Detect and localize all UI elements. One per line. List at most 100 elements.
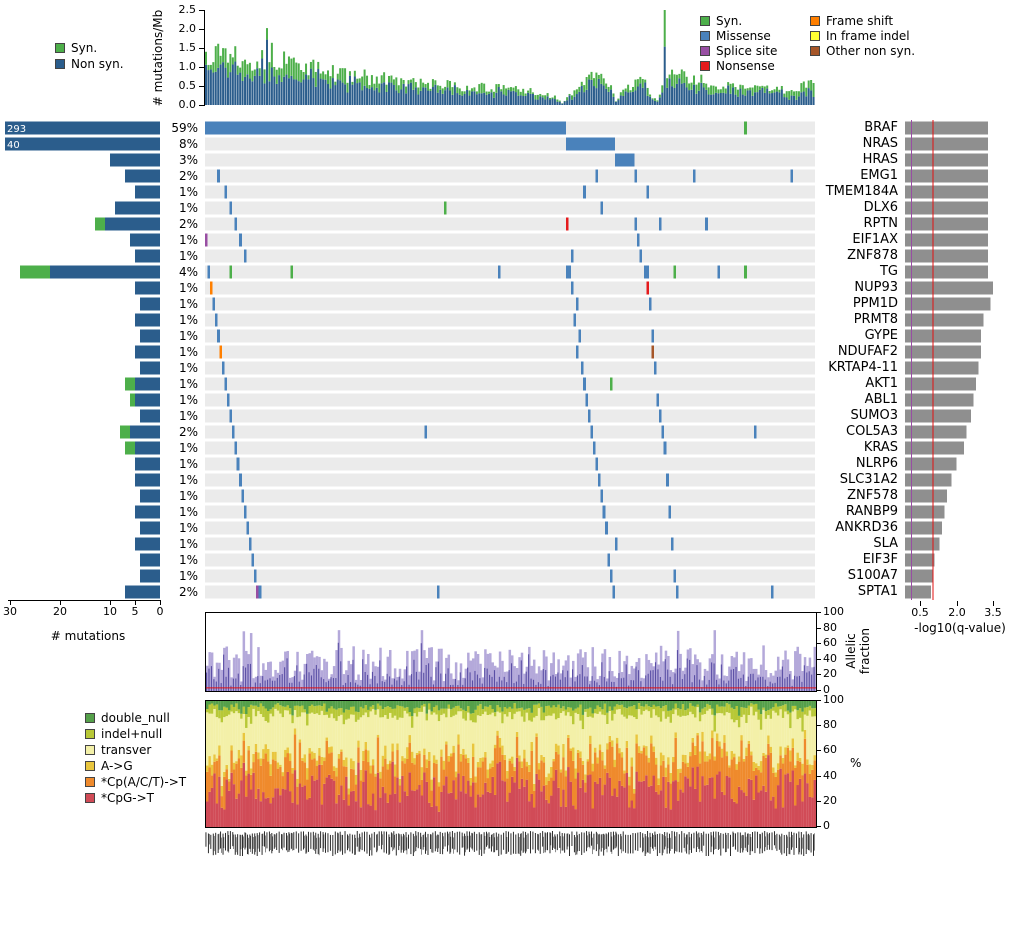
gene-name-label: SUMO3 [850, 408, 899, 423]
qvalue-panel [905, 120, 1015, 600]
mutations-axis-tick [160, 600, 161, 605]
legend-swatch-icon [810, 45, 820, 56]
gene-percent-label: 2% [178, 585, 198, 599]
percent-label-column: 59% 8% 3% 2% 1% 1% 2% 1% 1% 4% 1% 1% 1% 1% 1% 1% 1% 1% 1% 2… [160, 120, 198, 600]
legend-item-in-frame-indel: In frame indel [810, 28, 915, 43]
gene-name-label: EIF1AX [852, 232, 898, 247]
allelic-axis-tick [817, 690, 821, 691]
legend-swatch-icon [810, 15, 820, 26]
gene-name-label: COL5A3 [846, 424, 898, 439]
gene-percent-label: 1% [178, 569, 198, 583]
svg-text:293: 293 [7, 124, 26, 135]
legend-label: Other non syn. [826, 43, 916, 58]
mutations-axis-tick [135, 600, 136, 605]
qvalue-axis-tick [920, 601, 921, 606]
gene-name-label: GYPE [864, 328, 898, 343]
rate-y-tick [199, 48, 204, 49]
gene-percent-label: 1% [178, 393, 198, 407]
allelic-axis-tick [817, 612, 821, 613]
mutations-axis-tick [110, 600, 111, 605]
mutation-matrix-chart [205, 121, 815, 599]
gene-percent-label: 1% [178, 489, 198, 503]
gene-name-label: TG [879, 264, 898, 279]
gene-percent-label: 2% [178, 169, 198, 183]
legend-item-nonsense: Nonsense [700, 58, 777, 73]
gene-name-label: TMEM184A [825, 184, 898, 199]
allelic-axis-tick-label: 0 [823, 683, 830, 696]
legend-item-transver: transver [85, 742, 186, 758]
mutations-axis-line [8, 600, 161, 601]
mutation-count-axis-label: # mutations [50, 629, 126, 643]
legend-label: Syn. [71, 41, 98, 55]
rate-y-tick-label: 1.5 [178, 41, 197, 54]
mutations-axis-tick [10, 600, 11, 605]
gene-percent-label: 1% [178, 441, 198, 455]
gene-name-label: ZNF878 [847, 248, 898, 263]
gene-percent-label: 4% [178, 265, 198, 279]
sample-labels-ticks [205, 831, 815, 856]
gene-name-label: NLRP6 [855, 456, 898, 471]
gene-name-label: RANBP9 [845, 504, 898, 519]
allelic-axis-label: fraction [858, 627, 872, 675]
gene-name-label: EIF3F [862, 552, 898, 567]
qvalue-chart [905, 120, 993, 600]
mutation-type-legend-col2: Frame shift In frame indel Other non syn. [810, 13, 915, 58]
gene-name-label: KRTAP4-11 [828, 360, 898, 375]
legend-swatch-icon [810, 30, 820, 41]
gene-name-label: AKT1 [865, 376, 898, 391]
gene-name-label: ZNF578 [847, 488, 898, 503]
percent-axis-tick-label: 60 [823, 743, 837, 756]
legend-item-frame-shift: Frame shift [810, 13, 915, 28]
rate-y-tick [199, 105, 204, 106]
percent-axis-tick-label: 0 [823, 819, 830, 832]
legend-label: *CpG->T [101, 791, 155, 805]
gene-percent-label: 1% [178, 457, 198, 471]
gene-name-label: NDUFAF2 [837, 344, 898, 359]
percent-axis-tick [817, 700, 821, 701]
rate-y-tick-label: 0.5 [178, 79, 197, 92]
allelic-axis-tick-label: 60 [823, 636, 837, 649]
legend-label: transver [101, 743, 152, 757]
allelic-fraction-chart [206, 630, 816, 691]
legend-swatch-icon [85, 793, 95, 803]
qvalue-axis-tick-label: 3.5 [984, 606, 1002, 619]
qvalue-axis-tick-label: 0.5 [911, 606, 929, 619]
legend-item-other-non-syn-: Other non syn. [810, 43, 915, 58]
legend-label: double_null [101, 711, 170, 725]
mutations-axis-tick-label: 20 [53, 605, 67, 618]
legend-label: Splice site [716, 43, 778, 58]
legend-item--cpg-t: *CpG->T [85, 790, 186, 806]
qvalue-axis-tick-label: 2.0 [948, 606, 966, 619]
mutation-type-legend-col1: Syn. Missense Splice site Nonsense [700, 13, 777, 73]
gene-percent-label: 1% [178, 361, 198, 375]
legend-label: Syn. [716, 13, 743, 28]
legend-item-indel-null: indel+null [85, 726, 186, 742]
mutation-rate-panel [205, 10, 815, 105]
percent-axis-label: % [850, 756, 862, 770]
legend-swatch-icon [85, 729, 95, 739]
percent-axis-tick-label: 20 [823, 794, 837, 807]
gene-name-label: HRAS [862, 152, 898, 167]
allelic-axis-tick-label: 40 [823, 652, 837, 665]
gene-percent-label: 1% [178, 297, 198, 311]
legend-label: *Cp(A/C/T)->T [101, 775, 187, 789]
gene-name-label: NUP93 [854, 280, 898, 295]
legend-item-missense: Missense [700, 28, 777, 43]
qvalue-axis-label: -log10(q-value) [914, 621, 1006, 635]
mutations-axis-tick-label: 30 [3, 605, 17, 618]
gene-percent-label: 1% [178, 521, 198, 535]
legend-label: indel+null [101, 727, 163, 741]
gene-percent-label: 8% [178, 137, 198, 151]
mutations-axis-tick [60, 600, 61, 605]
gene-percent-label: 1% [178, 505, 198, 519]
legend-item--cp-a-c-t-t: *Cp(A/C/T)->T [85, 774, 186, 790]
mutation-rate-y-axis-label: # mutations/Mb [151, 9, 165, 107]
allelic-axis-tick [817, 659, 821, 660]
percent-axis-tick [817, 725, 821, 726]
mutation-rate-chart [205, 10, 815, 105]
qvalue-axis-tick [993, 601, 994, 606]
gene-name-label: DLX6 [863, 200, 898, 215]
gene-percent-label: 1% [178, 281, 198, 295]
